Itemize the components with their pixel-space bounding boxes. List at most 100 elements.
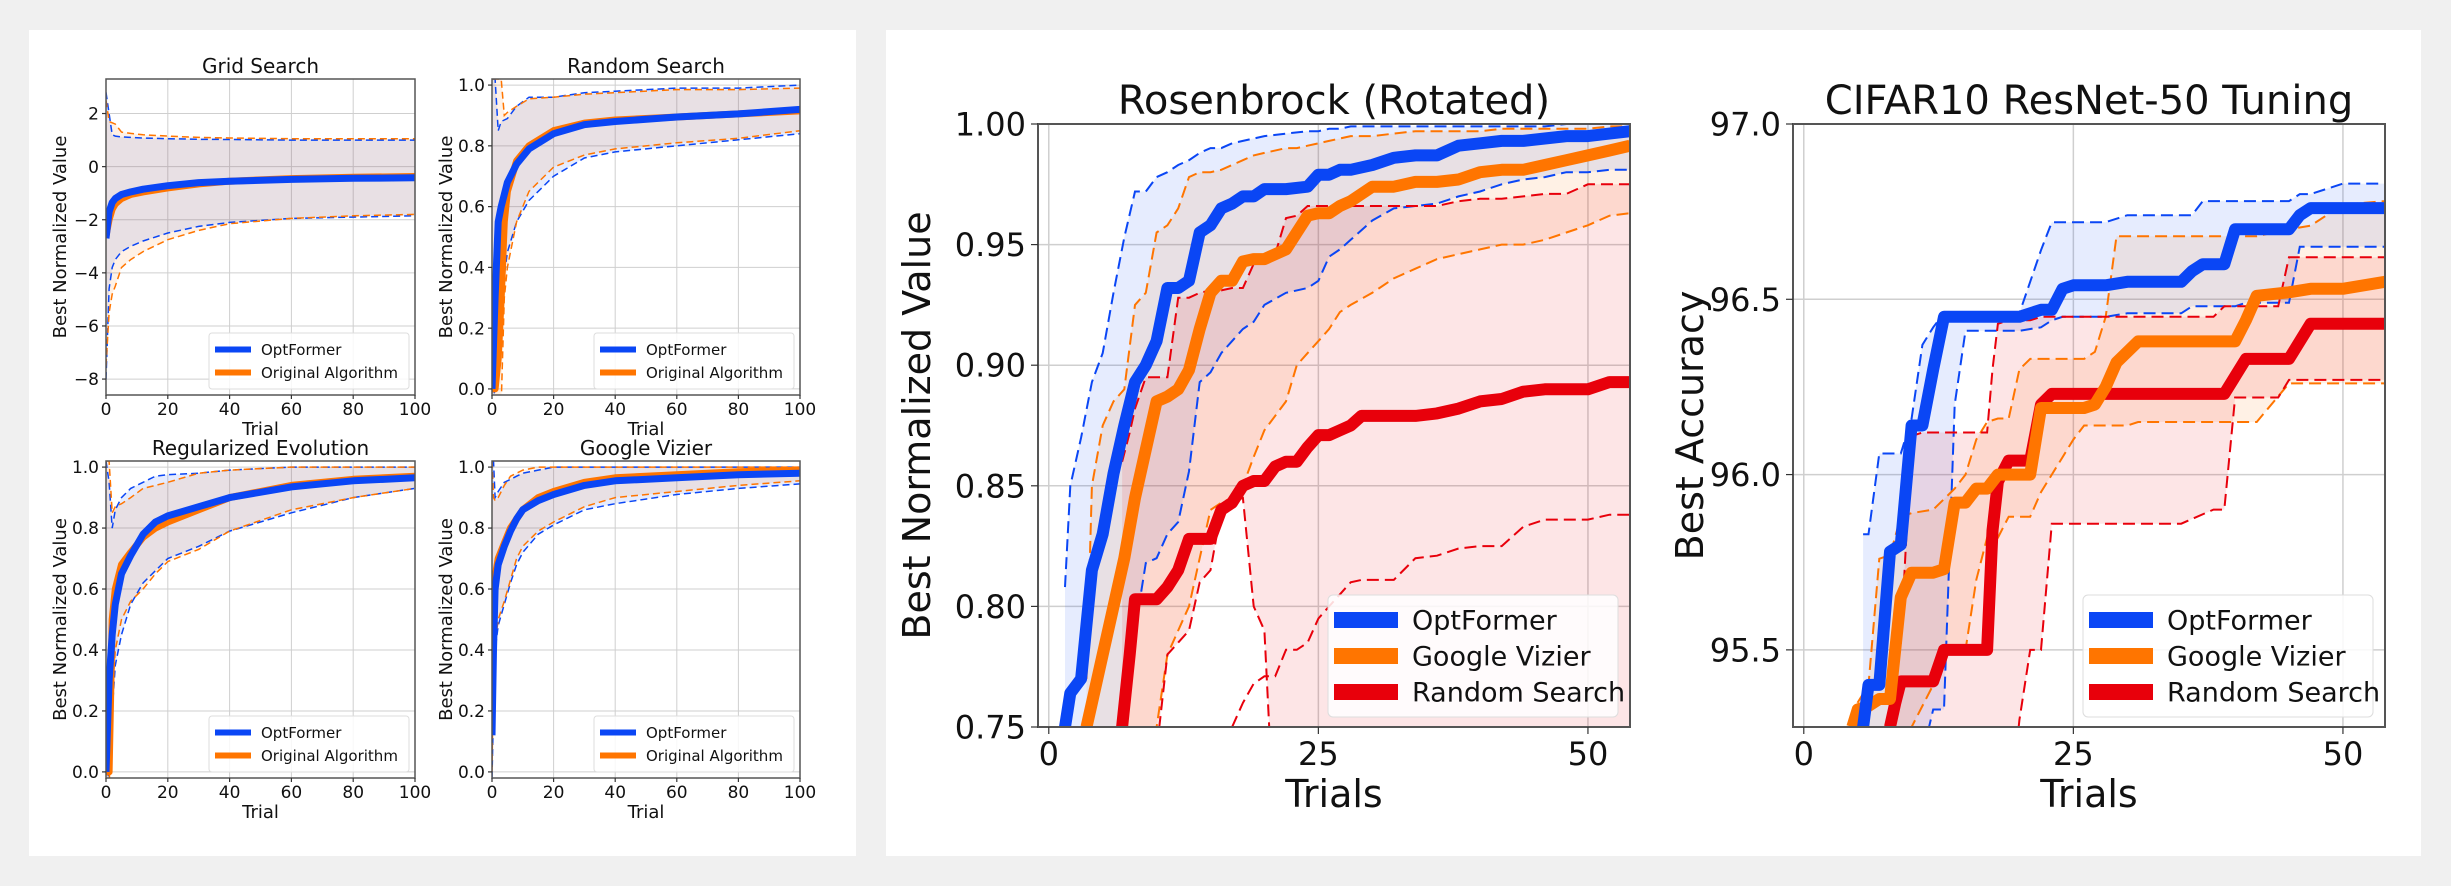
series-0-upper-bound bbox=[1064, 124, 1630, 588]
x-tick-label: 50 bbox=[1568, 735, 1609, 773]
chart-title: Random Search bbox=[567, 54, 725, 78]
series-2-lower-bound bbox=[1158, 496, 1271, 727]
x-tick-label: 25 bbox=[2053, 735, 2094, 773]
legend-label: Random Search bbox=[2167, 678, 2380, 709]
series-1-upper-bound bbox=[106, 100, 415, 140]
x-tick-label: 80 bbox=[728, 783, 750, 803]
x-tick-label: 0 bbox=[1794, 735, 1814, 773]
x-tick-label: 40 bbox=[219, 400, 241, 420]
legend: OptFormer Original Algorithm bbox=[208, 332, 410, 390]
legend-swatch-random-search bbox=[2089, 684, 2153, 700]
legend-swatch-optformer bbox=[2089, 612, 2153, 628]
y-tick-label: 2 bbox=[88, 105, 99, 125]
x-tick-label: 0 bbox=[101, 783, 112, 803]
series-1-band bbox=[106, 100, 415, 366]
series-0-band bbox=[106, 92, 415, 380]
series-0-lower-bound bbox=[106, 215, 415, 380]
chart-regularized-evolution: 0 20 40 60 80 100 0.0 0.2 0.4 0.6 0.8 1.0 Regularize… bbox=[50, 436, 431, 823]
legend-swatch-optformer bbox=[215, 729, 251, 736]
x-tick-label: 0 bbox=[1039, 735, 1059, 773]
x-tick-label: 20 bbox=[157, 400, 179, 420]
series-3-lower-bound bbox=[1231, 513, 1630, 727]
y-tick-label: 0.8 bbox=[458, 137, 485, 157]
plot-area bbox=[492, 79, 800, 395]
series-0-upper-bound bbox=[492, 461, 800, 501]
y-tick-label: 0.0 bbox=[458, 380, 485, 400]
legend-label: OptFormer bbox=[261, 724, 342, 742]
series-line-optformer bbox=[106, 174, 415, 239]
series-0-band bbox=[492, 461, 800, 778]
chart-title: CIFAR10 ResNet-50 Tuning bbox=[1825, 78, 2353, 124]
series-1-lower-bound bbox=[500, 129, 800, 395]
axes-frame bbox=[105, 78, 416, 396]
x-tick-label: 100 bbox=[399, 400, 431, 420]
x-tick-label: 25 bbox=[1298, 735, 1339, 773]
legend-swatch-google-vizier bbox=[2089, 648, 2153, 664]
y-tick-label: 0.2 bbox=[458, 702, 485, 722]
legend-swatch-original-algorithm bbox=[600, 369, 636, 376]
series-2-band bbox=[1890, 257, 2385, 727]
legend-label: Original Algorithm bbox=[261, 364, 398, 382]
legend-label: Google Vizier bbox=[1412, 642, 1591, 673]
y-tick-label: 0.6 bbox=[458, 198, 485, 218]
series-0-upper-bound bbox=[492, 79, 800, 131]
chart-title: Google Vizier bbox=[580, 436, 713, 460]
y-tick-label: 0.6 bbox=[72, 580, 99, 600]
y-tick-label: −4 bbox=[74, 264, 99, 284]
series-line-google-vizier bbox=[1846, 275, 2385, 727]
legend-label: OptFormer bbox=[2167, 606, 2313, 637]
y-tick-label: −2 bbox=[74, 211, 99, 231]
series-1-upper-bound bbox=[492, 79, 800, 118]
y-tick-label: 0.8 bbox=[72, 519, 99, 539]
series-line-optformer bbox=[492, 105, 800, 390]
series-1-band bbox=[106, 461, 415, 778]
legend-swatch-random-search bbox=[1334, 684, 1398, 700]
y-tick-label: 0.75 bbox=[955, 709, 1026, 747]
x-tick-label: 0 bbox=[101, 400, 112, 420]
legend-box bbox=[208, 715, 410, 773]
y-tick-label: 0.0 bbox=[458, 763, 485, 783]
legend-swatch-optformer bbox=[215, 346, 251, 353]
legend-label: Google Vizier bbox=[2167, 642, 2346, 673]
y-tick-label: 0.2 bbox=[72, 702, 99, 722]
legend-swatch-optformer bbox=[600, 729, 636, 736]
x-tick-label: 50 bbox=[2323, 735, 2364, 773]
plot-area bbox=[492, 461, 800, 778]
y-tick-label: 0 bbox=[88, 158, 99, 178]
legend: OptFormer Original Algorithm bbox=[593, 332, 795, 390]
axes-frame bbox=[105, 460, 416, 779]
series-1-band bbox=[492, 461, 800, 772]
legend-box bbox=[1327, 594, 1619, 718]
x-tick-label: 60 bbox=[281, 400, 303, 420]
x-tick-label: 100 bbox=[784, 400, 816, 420]
y-axis-label: Best Normalized Value bbox=[436, 136, 457, 339]
chart-random-search: 0 20 40 60 80 100 0.0 0.2 0.4 0.6 0.8 1.0 Random Sea… bbox=[436, 54, 816, 440]
series-1-band bbox=[492, 79, 800, 395]
legend-swatch-original-algorithm bbox=[215, 369, 251, 376]
series-2-lower-bound bbox=[2017, 378, 2385, 727]
x-axis-label: Trial bbox=[627, 419, 665, 440]
y-tick-label: 1.0 bbox=[458, 458, 485, 478]
y-tick-label: 0.80 bbox=[955, 588, 1026, 626]
legend-box bbox=[593, 715, 795, 773]
x-axis-label: Trials bbox=[1284, 772, 1382, 816]
series-line-optformer bbox=[492, 469, 800, 736]
x-tick-label: 20 bbox=[543, 783, 565, 803]
legend-label: Original Algorithm bbox=[646, 364, 783, 382]
x-axis-label: Trial bbox=[241, 419, 279, 440]
legend-swatch-optformer bbox=[600, 346, 636, 353]
y-axis-label: Best Normalized Value bbox=[50, 136, 71, 339]
y-tick-label: 1.0 bbox=[458, 76, 485, 96]
axes-frame bbox=[1037, 123, 1631, 728]
series-1-lower-bound bbox=[1155, 212, 1630, 727]
legend: OptFormer Google Vizier Random Search bbox=[2082, 594, 2380, 718]
legend-box bbox=[593, 332, 795, 390]
y-tick-label: 0.85 bbox=[955, 467, 1026, 505]
y-axis-label: Best Normalized Value bbox=[895, 211, 939, 639]
x-tick-label: 60 bbox=[666, 783, 688, 803]
x-tick-label: 80 bbox=[342, 783, 364, 803]
y-tick-label: 1.0 bbox=[72, 458, 99, 478]
series-2-upper-bound bbox=[1121, 183, 1630, 462]
chart-title: Grid Search bbox=[202, 54, 319, 78]
